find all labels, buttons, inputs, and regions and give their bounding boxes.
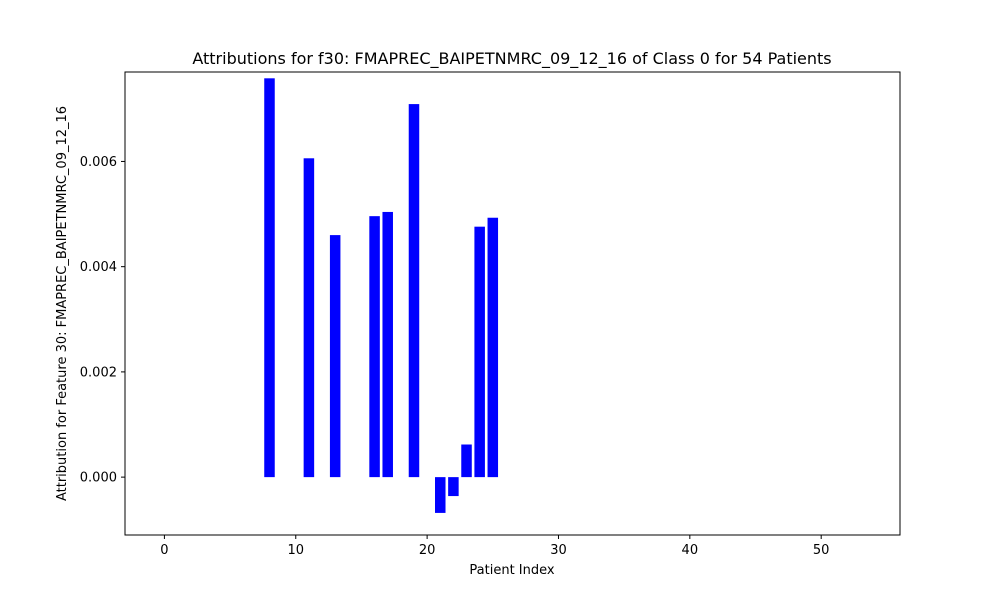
x-tick-label: 20 [419,543,436,558]
x-tick-label: 10 [287,543,304,558]
bar-patient-16 [369,216,380,478]
y-tick-label: 0.002 [80,365,117,380]
bar-patient-23 [461,444,472,478]
plot-area-frame [124,71,901,536]
y-axis-ticks: 0.000 0.002 0.004 0.006 [80,155,125,486]
bar-patient-17 [382,211,393,478]
y-tick-label: 0.000 [80,471,117,486]
bar-patient-13 [329,235,341,478]
bar-patient-22 [448,477,459,497]
y-tick-label: 0.006 [80,155,117,170]
x-tick-label: 40 [682,543,699,558]
bar-patient-25 [487,217,499,478]
y-axis-label: Attribution for Feature 30: FMAPREC_BAIP… [55,106,70,501]
bar-patient-19 [408,104,420,478]
x-tick-label: 0 [160,543,168,558]
bar-patient-8 [264,78,275,478]
bar-patient-11 [303,158,315,478]
x-tick-label: 50 [813,543,830,558]
bars-layer [264,78,499,513]
x-tick-label: 30 [550,543,567,558]
x-axis-label: Patient Index [469,563,554,578]
bar-patient-24 [474,226,485,478]
bar-patient-21 [435,477,446,513]
y-tick-label: 0.004 [80,260,117,275]
x-axis-ticks: 0 10 20 30 40 50 [160,535,829,558]
chart-title: Attributions for f30: FMAPREC_BAIPETNMRC… [192,49,831,69]
